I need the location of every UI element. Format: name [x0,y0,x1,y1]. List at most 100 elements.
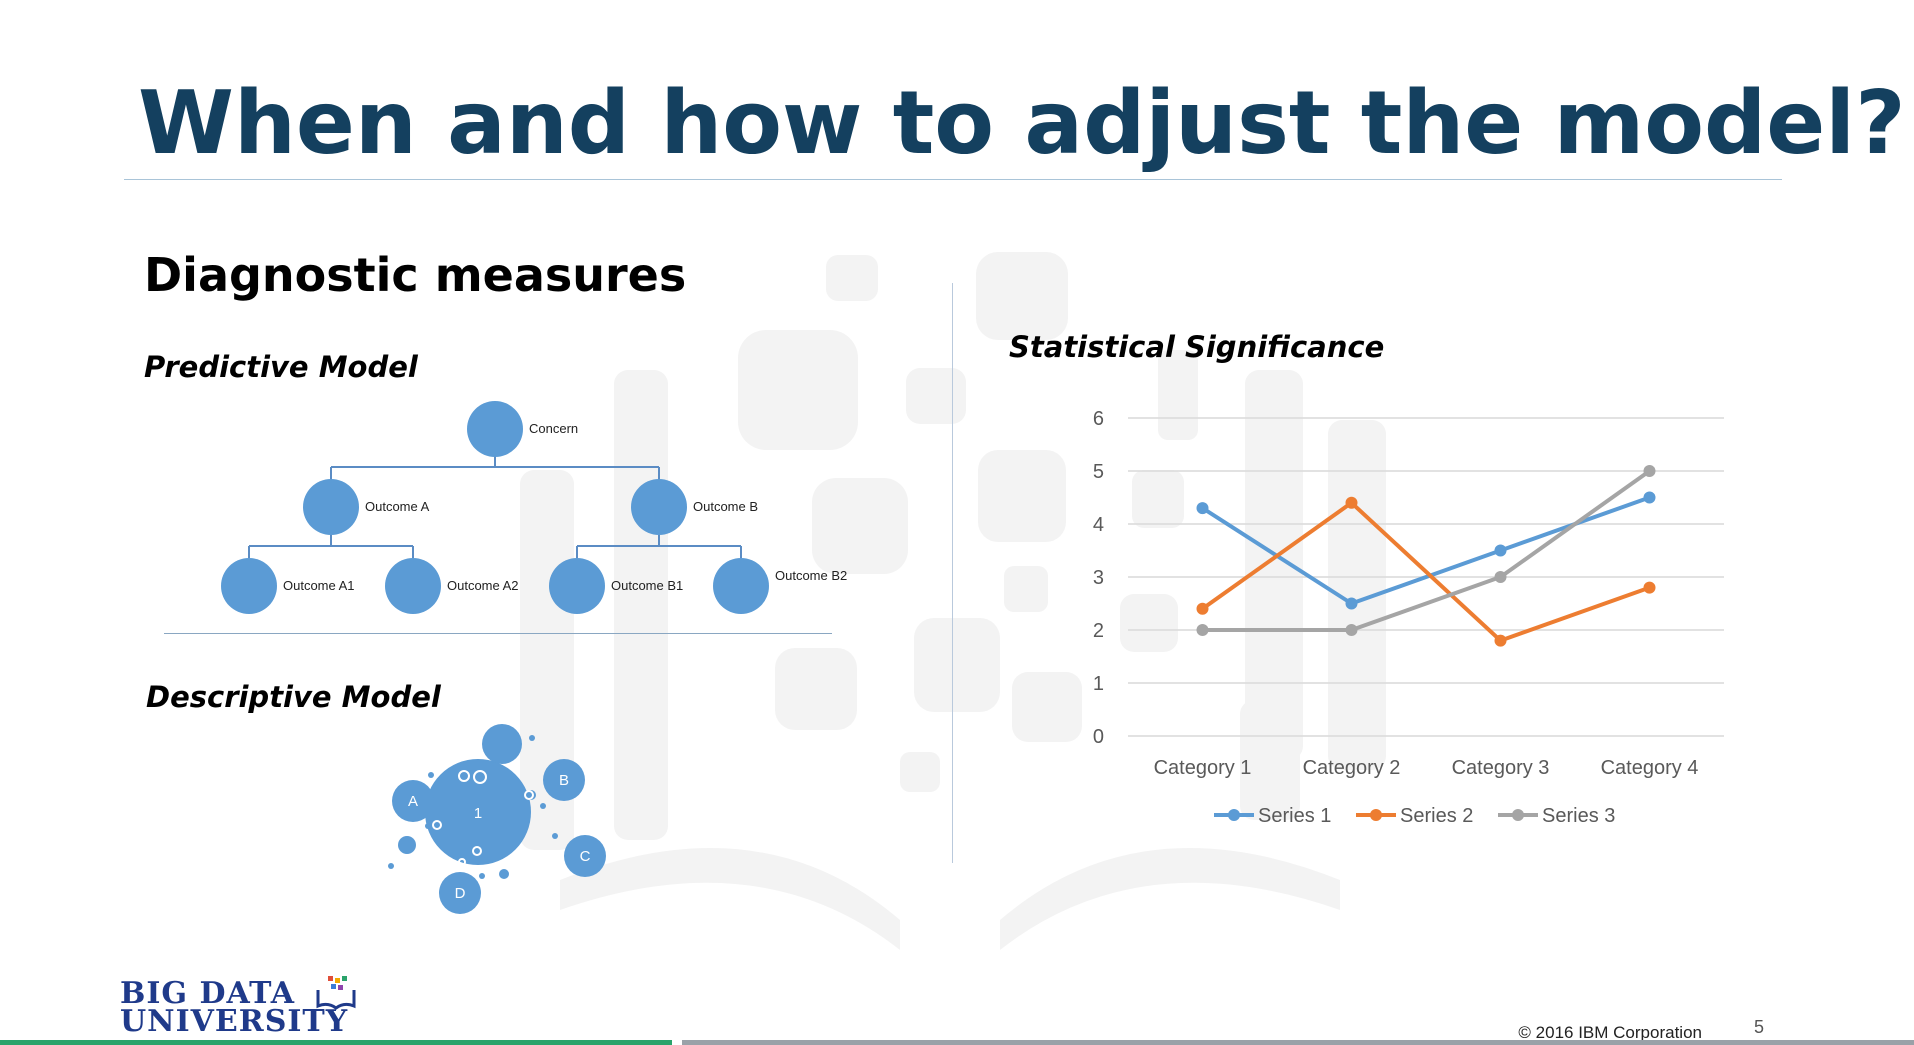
slide-title: When and how to adjust the model? [138,72,1906,174]
section-heading: Diagnostic measures [144,248,687,302]
tree-node-label: Outcome A1 [283,578,355,593]
bubble-a [392,780,434,822]
y-tick-label: 2 [1093,620,1104,642]
x-tick-label: Category 1 [1154,757,1252,779]
bubble-c-label: C [580,848,591,865]
legend-label: Series 3 [1542,805,1615,827]
legend-marker [1228,809,1240,821]
logo-line-2: UNIVERSITY [120,1004,349,1039]
legend-marker [1512,809,1524,821]
legend-label: Series 1 [1258,805,1331,827]
series-line [1202,469,1651,632]
bubble-dot [388,863,394,869]
tree-node-circle [221,558,277,614]
tree-node-label: Outcome B1 [611,578,683,593]
tree-connectors [248,455,742,558]
predictive-model-label: Predictive Model [144,350,418,384]
footer-accent-bar [0,1040,672,1045]
left-section-divider [164,633,832,634]
y-tick-label: 3 [1093,567,1104,589]
tree-root: Concern [467,401,578,457]
data-point [1196,624,1209,636]
logo-line-1: BIG DATA [120,976,296,1011]
bubble-ring [524,790,534,800]
data-point [1345,496,1358,509]
data-point [1196,502,1209,515]
tree-node-label: Outcome B2 [775,568,847,583]
data-point [1345,597,1358,610]
bubble-d [439,872,481,914]
copyright-text: © 2016 IBM Corporation [1518,1023,1702,1042]
tree-node-circle [385,558,441,614]
data-point [1494,634,1507,647]
title-divider [124,179,1782,180]
bubble-dot [499,869,509,879]
tree-node-outcome-a2: Outcome A2 [385,558,519,614]
tree-node-circle [713,558,769,614]
bubble-ring [458,770,470,782]
y-tick-label: 6 [1093,408,1104,430]
data-point [1643,581,1656,594]
page-number: 5 [1753,1017,1764,1037]
vertical-divider [952,283,953,863]
tree-node-circle [549,558,605,614]
bubble-dot [425,823,431,829]
y-tick-label: 4 [1093,514,1104,536]
tree-node-circle [467,401,523,457]
big-data-university-logo: BIG DATA UNIVERSITY [120,976,349,1039]
bubble-small [398,836,416,854]
legend-label: Series 2 [1400,805,1473,827]
x-tick-label: Category 2 [1303,757,1401,779]
bubble-ring [473,770,487,784]
bubble-center [425,759,531,865]
tree-node-label: Outcome A2 [447,578,519,593]
bubble-dot [552,833,558,839]
series-line [1201,495,1651,606]
bubble-dot [479,873,485,879]
x-tick-label: Category 4 [1601,757,1699,779]
tree-node-label: Outcome A [365,499,430,514]
y-tick-label: 1 [1093,673,1104,695]
y-tick-label: 5 [1093,461,1104,483]
bubble-d-label: D [455,885,466,902]
x-tick-label: Category 3 [1452,757,1550,779]
tree-node-circle [631,479,687,535]
legend-marker [1370,809,1382,821]
data-point [1494,544,1507,557]
series-line [1201,500,1651,643]
tree-node-label: Outcome B [693,499,758,514]
tree-node-label: Concern [529,421,578,436]
tree-node-outcome-b1: Outcome B1 [549,558,683,614]
statistical-significance-label: Statistical Significance [1009,330,1385,364]
bubble-ring [472,846,482,856]
data-point [1494,571,1507,583]
bubble-ring [458,858,466,866]
predictive-tree: Concern Outcome A Outcome B Outcome A1 O… [221,401,847,614]
bubble-top [482,724,522,764]
descriptive-bubbles: 1 A B C D [388,724,606,914]
data-point [1643,465,1656,477]
bubble-dot [428,772,434,778]
descriptive-model-label: Descriptive Model [146,680,441,714]
bubble-c [564,835,606,877]
bubble-center-label: 1 [474,805,482,822]
bubble-dot [540,803,546,809]
data-point [1196,602,1209,615]
bubble-ring [432,820,442,830]
bubble-b [543,759,585,801]
tree-node-outcome-b2: Outcome B2 [713,558,847,614]
y-tick-label: 0 [1093,726,1104,748]
tree-node-outcome-a1: Outcome A1 [221,558,355,614]
book-logo-icon [316,976,356,1010]
tree-node-circle [303,479,359,535]
data-point [1345,624,1358,636]
tree-node-outcome-a: Outcome A [303,479,430,535]
bubble-a-label: A [408,793,418,810]
bubble-dot [529,735,535,741]
bubble-b-label: B [559,772,569,789]
data-point [1643,491,1656,504]
footer-gray-bar [682,1040,1914,1045]
tree-node-outcome-b: Outcome B [631,479,758,535]
